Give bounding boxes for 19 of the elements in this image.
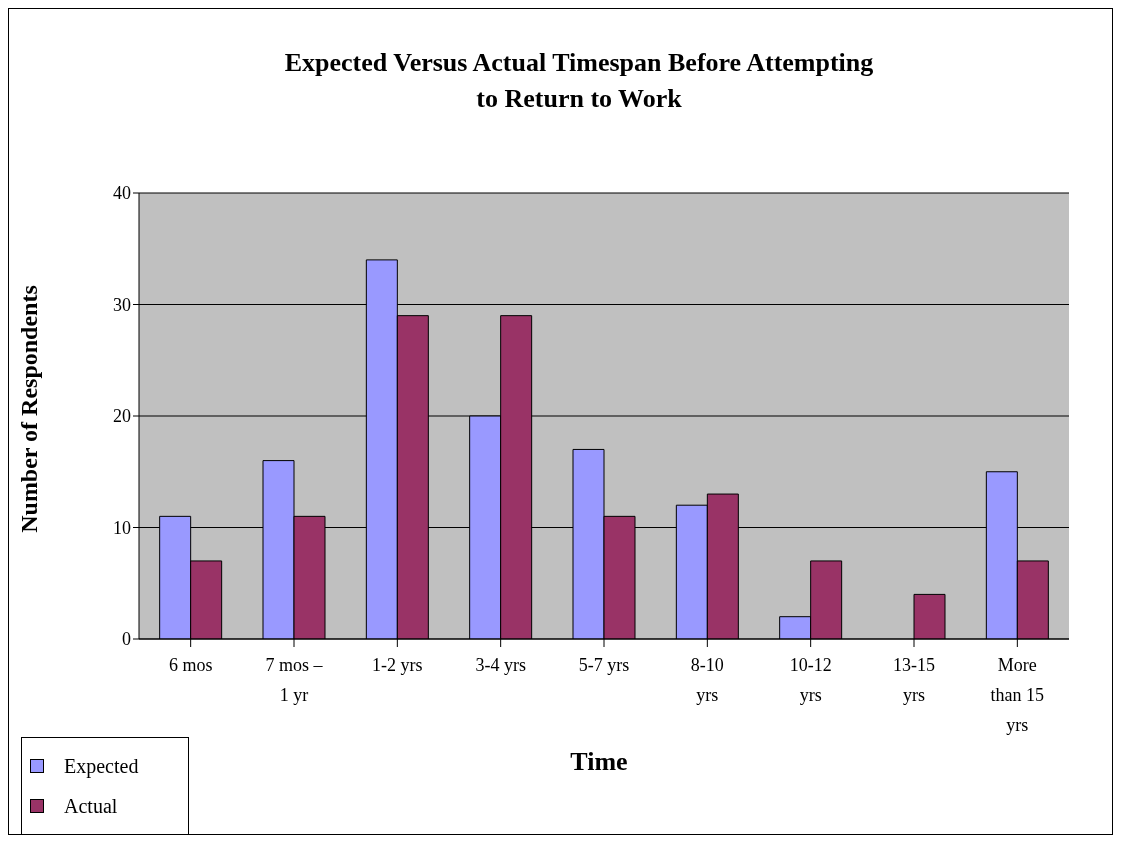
y-axis-title: Number of Respondents [15, 285, 43, 533]
x-tick-label: 7 mos – 1 yr [265, 655, 324, 705]
chart-title: Expected Versus Actual Timespan Before Attempting to Return to Work [283, 47, 875, 115]
x-tick-label: 13-15 yrs [893, 655, 935, 705]
legend-label: Expected [64, 754, 139, 778]
legend-label: Actual [64, 794, 118, 818]
x-tick-label: 10-12 yrs [789, 655, 832, 705]
x-tick-label: 5-7 yrs [578, 655, 630, 675]
x-tick-label: 6 mos [168, 655, 213, 675]
x-axis-title: Time [570, 747, 628, 776]
x-tick-label: More than 15 yrs [990, 655, 1045, 735]
x-tick-label: 1-2 yrs [372, 655, 423, 675]
y-tick-label: 20 [113, 406, 131, 427]
y-tick-label: 30 [113, 294, 131, 315]
y-tick-label: 0 [122, 629, 131, 650]
x-tick-label: 8-10 yrs [690, 655, 724, 705]
x-tick-label: 3-4 yrs [475, 655, 526, 675]
y-tick-label: 40 [113, 183, 131, 204]
y-tick-label: 10 [113, 517, 131, 538]
